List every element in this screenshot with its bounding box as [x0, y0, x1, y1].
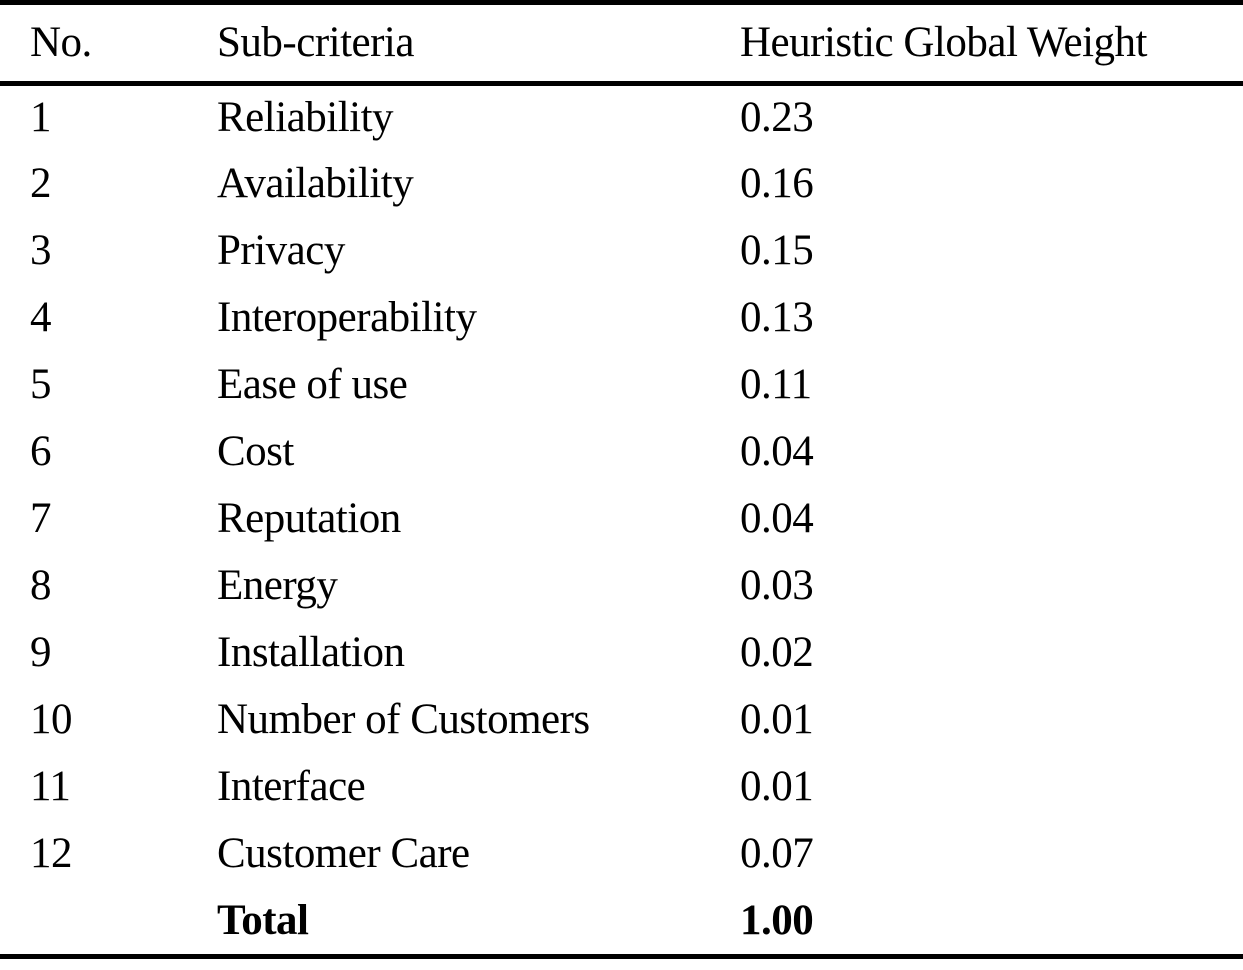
cell-no: 4	[30, 294, 52, 341]
cell-no: 1	[30, 94, 52, 142]
cell-weight: 0.02	[740, 629, 814, 676]
table-row: 11 Interface 0.01	[0, 753, 1243, 820]
cell-weight: 0.04	[740, 428, 814, 475]
cell-weight: 0.16	[740, 160, 814, 207]
weights-table: No. Sub-criteria Heuristic Global Weight…	[0, 5, 1243, 954]
cell-no: 9	[30, 629, 52, 676]
cell-sub-criteria: Installation	[217, 629, 405, 676]
table-row: 1 Reliability 0.23	[0, 83, 1243, 150]
column-header-no: No.	[30, 19, 92, 67]
cell-no: 6	[30, 428, 52, 475]
cell-sub-criteria: Cost	[217, 428, 294, 475]
column-header-sub-criteria: Sub-criteria	[217, 19, 414, 67]
table-row: 8 Energy 0.03	[0, 552, 1243, 619]
table-row: 2 Availability 0.16	[0, 150, 1243, 217]
table-row: 10 Number of Customers 0.01	[0, 686, 1243, 753]
cell-no: 5	[30, 361, 52, 408]
cell-no: 3	[30, 227, 52, 274]
cell-sub-criteria: Customer Care	[217, 830, 470, 877]
table-row: 12 Customer Care 0.07	[0, 820, 1243, 887]
cell-sub-criteria: Energy	[217, 562, 338, 609]
cell-weight: 0.11	[740, 361, 812, 408]
table-row: 3 Privacy 0.15	[0, 217, 1243, 284]
column-header-weight: Heuristic Global Weight	[740, 19, 1148, 67]
cell-total-label: Total	[217, 897, 309, 944]
table-row: 4 Interoperability 0.13	[0, 284, 1243, 351]
cell-weight: 0.01	[740, 696, 814, 743]
cell-weight: 0.15	[740, 227, 814, 274]
cell-sub-criteria: Reputation	[217, 495, 401, 542]
cell-sub-criteria: Availability	[217, 160, 414, 207]
cell-no: 7	[30, 495, 52, 542]
cell-no: 12	[30, 830, 73, 877]
cell-weight: 0.13	[740, 294, 814, 341]
table-row: 6 Cost 0.04	[0, 418, 1243, 485]
cell-sub-criteria: Privacy	[217, 227, 345, 274]
table-row: 9 Installation 0.02	[0, 619, 1243, 686]
header-row: No. Sub-criteria Heuristic Global Weight	[0, 5, 1243, 83]
cell-sub-criteria: Reliability	[217, 94, 394, 142]
cell-sub-criteria: Ease of use	[217, 361, 408, 408]
cell-no: 2	[30, 160, 52, 207]
cell-weight: 0.03	[740, 562, 814, 609]
cell-weight: 0.07	[740, 830, 814, 877]
cell-no: 8	[30, 562, 52, 609]
total-row: Total 1.00	[0, 887, 1243, 954]
cell-no: 10	[30, 696, 73, 743]
table-row: 7 Reputation 0.04	[0, 485, 1243, 552]
cell-weight: 0.23	[740, 94, 814, 142]
cell-sub-criteria: Number of Customers	[217, 696, 590, 743]
cell-weight: 0.04	[740, 495, 814, 542]
cell-sub-criteria: Interoperability	[217, 294, 477, 341]
cell-weight: 0.01	[740, 763, 814, 810]
cell-total-weight: 1.00	[740, 897, 814, 944]
table-row: 5 Ease of use 0.11	[0, 351, 1243, 418]
cell-no: 11	[30, 763, 71, 810]
cell-sub-criteria: Interface	[217, 763, 366, 810]
cell-no	[0, 887, 187, 954]
